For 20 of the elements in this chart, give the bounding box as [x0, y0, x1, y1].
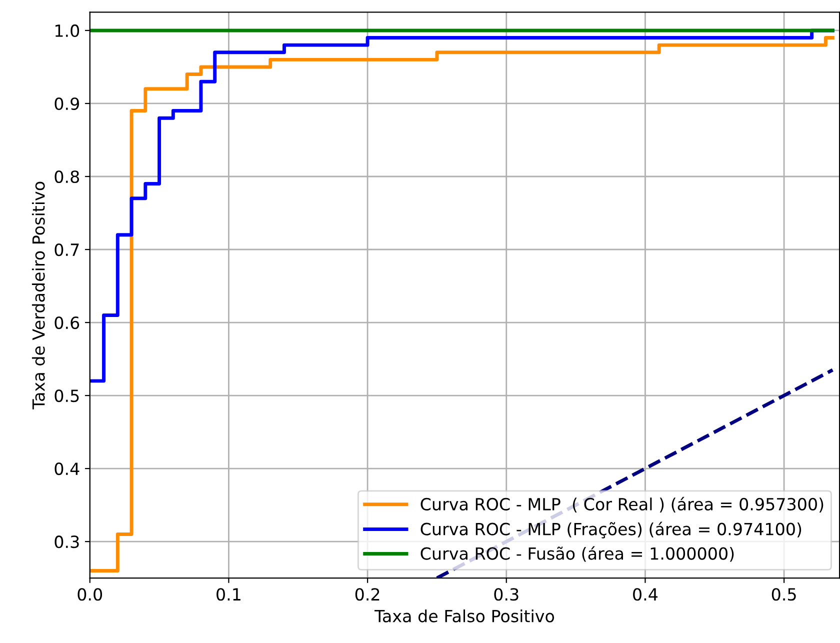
line-series	[90, 36, 834, 572]
x-tick-label: 0.5	[772, 588, 796, 601]
x-tick-label: 0.4	[633, 588, 658, 601]
y-tick-label: 0.8	[54, 170, 80, 184]
y-tick-label: 0.4	[54, 462, 80, 476]
legend-label: Curva ROC - MLP (Frações) (área = 0.974100)	[420, 522, 802, 538]
x-tick-label: 0.3	[494, 588, 518, 601]
y-tick-label: 1.0	[55, 24, 80, 38]
x-tick-label: 0.1	[216, 588, 240, 601]
legend-label: Curva ROC - Fusão (área = 1.000000)	[420, 546, 734, 562]
legend-label: Curva ROC - MLP ( Cor Real ) (área = 0.957300)	[420, 496, 824, 512]
x-tick-label: 0.0	[78, 588, 102, 601]
y-axis-title: Taxa de Verdadeiro Positivo	[32, 182, 45, 410]
y-tick-label: 0.5	[54, 389, 79, 402]
y-tick-label: 0.7	[54, 243, 79, 256]
x-axis-title: Taxa de Falso Positivo	[374, 609, 554, 622]
y-tick-label: 0.6	[54, 316, 80, 330]
y-tick-label: 0.9	[54, 97, 79, 110]
y-tick-label: 0.3	[54, 536, 79, 548]
x-tick-label: 0.2	[355, 588, 380, 601]
